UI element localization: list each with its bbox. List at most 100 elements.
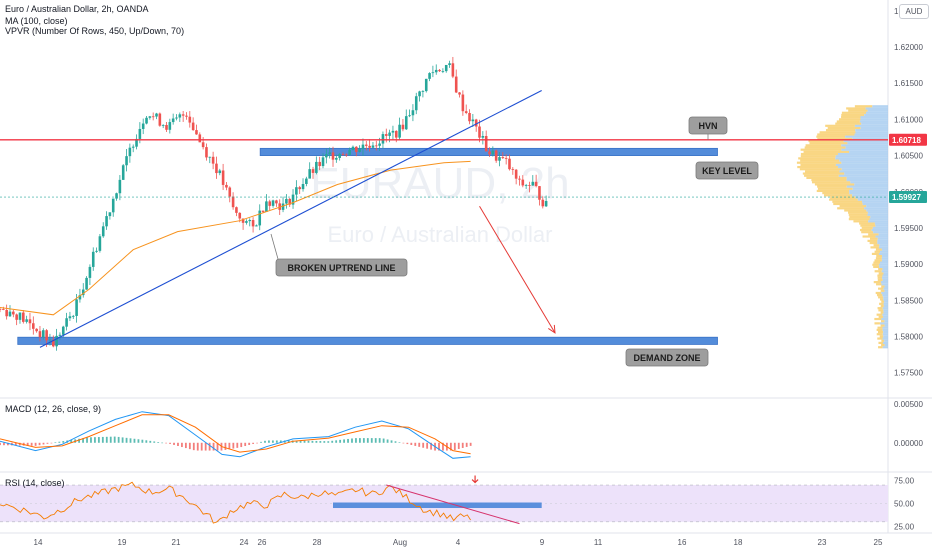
vpvr-down-bar [814, 183, 855, 186]
candle-body [215, 163, 218, 174]
macd-histogram-bar [319, 441, 322, 443]
candle-body [305, 178, 308, 184]
macd-histogram-bar [264, 440, 266, 443]
vpvr-down-bar [874, 322, 880, 325]
macd-histogram-bar [236, 442, 239, 448]
vpvr-down-bar [846, 107, 866, 110]
vpvr-down-bar [827, 126, 861, 130]
vpvr-up-bar [882, 274, 888, 277]
hvn-price-badge: 1.60718 [892, 136, 921, 145]
macd-histogram-bar [414, 442, 417, 446]
macd-histogram-bar [133, 438, 136, 443]
vpvr-up-bar [884, 285, 888, 288]
candle-body [494, 150, 498, 161]
candle-body [165, 124, 168, 130]
vpvr-down-bar [839, 205, 867, 208]
candle-body [424, 78, 428, 92]
candle-body [48, 339, 52, 341]
candle-body [351, 146, 355, 150]
macd-pane [0, 411, 472, 459]
candle-body [125, 156, 128, 166]
candle-body [15, 314, 18, 320]
macd-histogram-bar [469, 442, 472, 446]
macd-histogram-bar [7, 442, 9, 446]
macd-histogram-bar [149, 440, 152, 443]
candle-body [85, 277, 88, 290]
candle-body [528, 185, 531, 186]
candle-body [238, 212, 242, 219]
candle-body [288, 198, 292, 205]
vpvr-down-bar [876, 294, 883, 297]
ma-indicator-label[interactable]: MA (100, close) [5, 16, 68, 26]
macd-histogram-bar [42, 442, 45, 445]
candle-body [12, 311, 15, 315]
candle-body [301, 183, 305, 190]
candle-body [325, 154, 328, 158]
candle-body [468, 112, 471, 122]
macd-histogram-bar [287, 440, 290, 443]
vpvr-down-bar [800, 155, 836, 158]
vpvr-down-bar [877, 307, 883, 310]
candle-body [315, 161, 318, 173]
vpvr-down-bar [800, 159, 840, 162]
candle-body [524, 185, 528, 186]
candle-body [158, 113, 162, 126]
vpvr-down-bar [874, 250, 881, 253]
macd-label[interactable]: MACD (12, 26, close, 9) [5, 404, 102, 414]
vpvr-down-bar [805, 170, 840, 173]
candle-body [275, 200, 278, 204]
macd-histogram-bar [378, 438, 381, 443]
candle-body [358, 148, 361, 152]
vpvr-up-bar [857, 198, 888, 201]
macd-histogram-bar [137, 439, 140, 443]
candle-body [484, 135, 488, 152]
candle-body [88, 266, 92, 278]
vpvr-down-bar [881, 285, 885, 288]
vpvr-up-bar [882, 267, 888, 271]
candle-body [68, 316, 72, 319]
candle-body [35, 328, 38, 332]
vpvr-down-bar [798, 157, 836, 160]
macd-histogram-bar [86, 437, 88, 443]
macd-histogram-bar [370, 438, 373, 443]
vpvr-up-bar [879, 244, 888, 247]
vpvr-up-bar [855, 129, 888, 132]
candle-body [51, 339, 55, 347]
vpvr-up-bar [880, 261, 888, 264]
vpvr-up-bar [854, 183, 888, 186]
candle-body [404, 116, 408, 130]
candle-body [135, 138, 138, 147]
vpvr-up-bar [881, 259, 888, 262]
vpvr-up-bar [841, 161, 888, 164]
candle-body [421, 91, 425, 92]
currency-button[interactable]: AUD [899, 4, 929, 19]
vpvr-up-bar [882, 313, 888, 316]
vpvr-indicator-label[interactable]: VPVR (Number Of Rows, 450, Up/Down, 70) [5, 26, 185, 36]
vpvr-down-bar [806, 176, 847, 180]
macd-histogram-bar [196, 442, 199, 451]
candle-body [201, 142, 205, 148]
vpvr-down-bar [848, 213, 868, 216]
vpvr-down-bar [804, 174, 839, 177]
macd-histogram-bar [184, 442, 187, 449]
vpvr-up-bar [882, 276, 888, 279]
vpvr-down-bar [879, 335, 884, 338]
macd-histogram-bar [252, 442, 255, 444]
vpvr-up-bar [883, 272, 888, 275]
broken-uptrend-callout-box [275, 258, 408, 277]
macd-histogram-bar [327, 441, 330, 443]
macd-histogram-bar [240, 442, 243, 448]
price-tick-label: 1.60500 [894, 152, 923, 161]
candle-body [231, 196, 235, 208]
vpvr-up-bar [879, 322, 888, 325]
vpvr-down-bar [848, 211, 868, 214]
macd-histogram-bar [105, 436, 108, 443]
candle-body [281, 203, 285, 210]
candle-body [378, 143, 381, 146]
rsi-label[interactable]: RSI (14, close) [5, 478, 65, 488]
vpvr-down-bar [816, 135, 846, 138]
candle-body [384, 134, 388, 136]
vpvr-up-bar [882, 337, 888, 340]
